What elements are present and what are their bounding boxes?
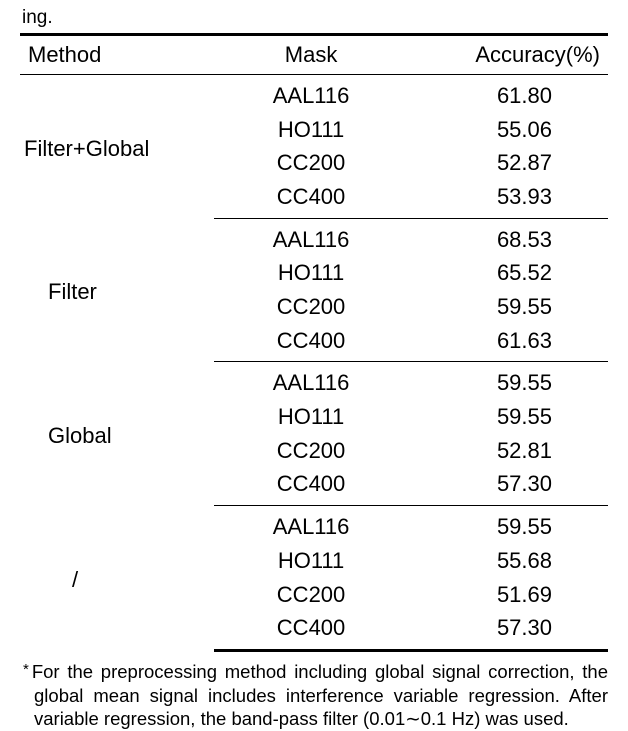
results-table: Method Mask Accuracy(%) Filter+Global AA… <box>20 33 608 652</box>
cell-mask: HO111 <box>214 113 408 147</box>
footnote-marker: * <box>23 661 29 678</box>
cell-accuracy: 61.80 <box>408 74 608 112</box>
cell-mask: CC200 <box>214 146 408 180</box>
cell-accuracy: 59.55 <box>408 506 608 544</box>
col-header-mask: Mask <box>214 34 408 74</box>
table-group: Filter+Global AAL116 61.80 HO111 55.06 C… <box>20 74 608 218</box>
cell-mask: CC200 <box>214 290 408 324</box>
cell-accuracy: 61.63 <box>408 324 608 362</box>
cell-accuracy: 55.68 <box>408 544 608 578</box>
cell-mask: CC200 <box>214 434 408 468</box>
cell-mask: CC200 <box>214 578 408 612</box>
cell-accuracy: 53.93 <box>408 180 608 218</box>
table-group: Filter AAL116 68.53 HO111 65.52 CC200 59… <box>20 218 608 362</box>
cell-mask: CC400 <box>214 467 408 505</box>
cell-mask: HO111 <box>214 256 408 290</box>
cutoff-text-fragment: ing. <box>22 8 608 29</box>
cell-mask: HO111 <box>214 400 408 434</box>
cell-accuracy: 52.87 <box>408 146 608 180</box>
cell-accuracy: 59.55 <box>408 290 608 324</box>
cell-mask: CC400 <box>214 324 408 362</box>
table-row: Global AAL116 59.55 <box>20 362 608 400</box>
table-row: Filter+Global AAL116 61.80 <box>20 74 608 112</box>
cell-mask: CC400 <box>214 611 408 650</box>
table-row: / AAL116 59.55 <box>20 506 608 544</box>
cell-mask: AAL116 <box>214 362 408 400</box>
cell-mask: CC400 <box>214 180 408 218</box>
cell-accuracy: 52.81 <box>408 434 608 468</box>
cell-accuracy: 51.69 <box>408 578 608 612</box>
page: ing. Method Mask Accuracy(%) Filter+Glob… <box>0 0 628 726</box>
cell-accuracy: 57.30 <box>408 467 608 505</box>
cell-accuracy: 59.55 <box>408 400 608 434</box>
cell-accuracy: 68.53 <box>408 218 608 256</box>
cell-method: Filter <box>20 218 214 362</box>
cell-accuracy: 55.06 <box>408 113 608 147</box>
cell-mask: AAL116 <box>214 218 408 256</box>
table-footnote: *For the preprocessing method including … <box>20 660 608 731</box>
cell-method: Global <box>20 362 214 506</box>
table-header-row: Method Mask Accuracy(%) <box>20 34 608 74</box>
cell-mask: HO111 <box>214 544 408 578</box>
table-group: / AAL116 59.55 HO111 55.68 CC200 51.69 C… <box>20 506 608 651</box>
col-header-accuracy: Accuracy(%) <box>408 34 608 74</box>
table-group: Global AAL116 59.55 HO111 59.55 CC200 52… <box>20 362 608 506</box>
cell-method: Filter+Global <box>20 74 214 218</box>
table-row: Filter AAL116 68.53 <box>20 218 608 256</box>
cell-accuracy: 59.55 <box>408 362 608 400</box>
cell-mask: AAL116 <box>214 74 408 112</box>
cell-accuracy: 57.30 <box>408 611 608 650</box>
footnote-text: For the preprocessing method including g… <box>32 661 608 729</box>
cell-method: / <box>20 506 214 651</box>
col-header-method: Method <box>20 34 214 74</box>
cell-accuracy: 65.52 <box>408 256 608 290</box>
cell-mask: AAL116 <box>214 506 408 544</box>
